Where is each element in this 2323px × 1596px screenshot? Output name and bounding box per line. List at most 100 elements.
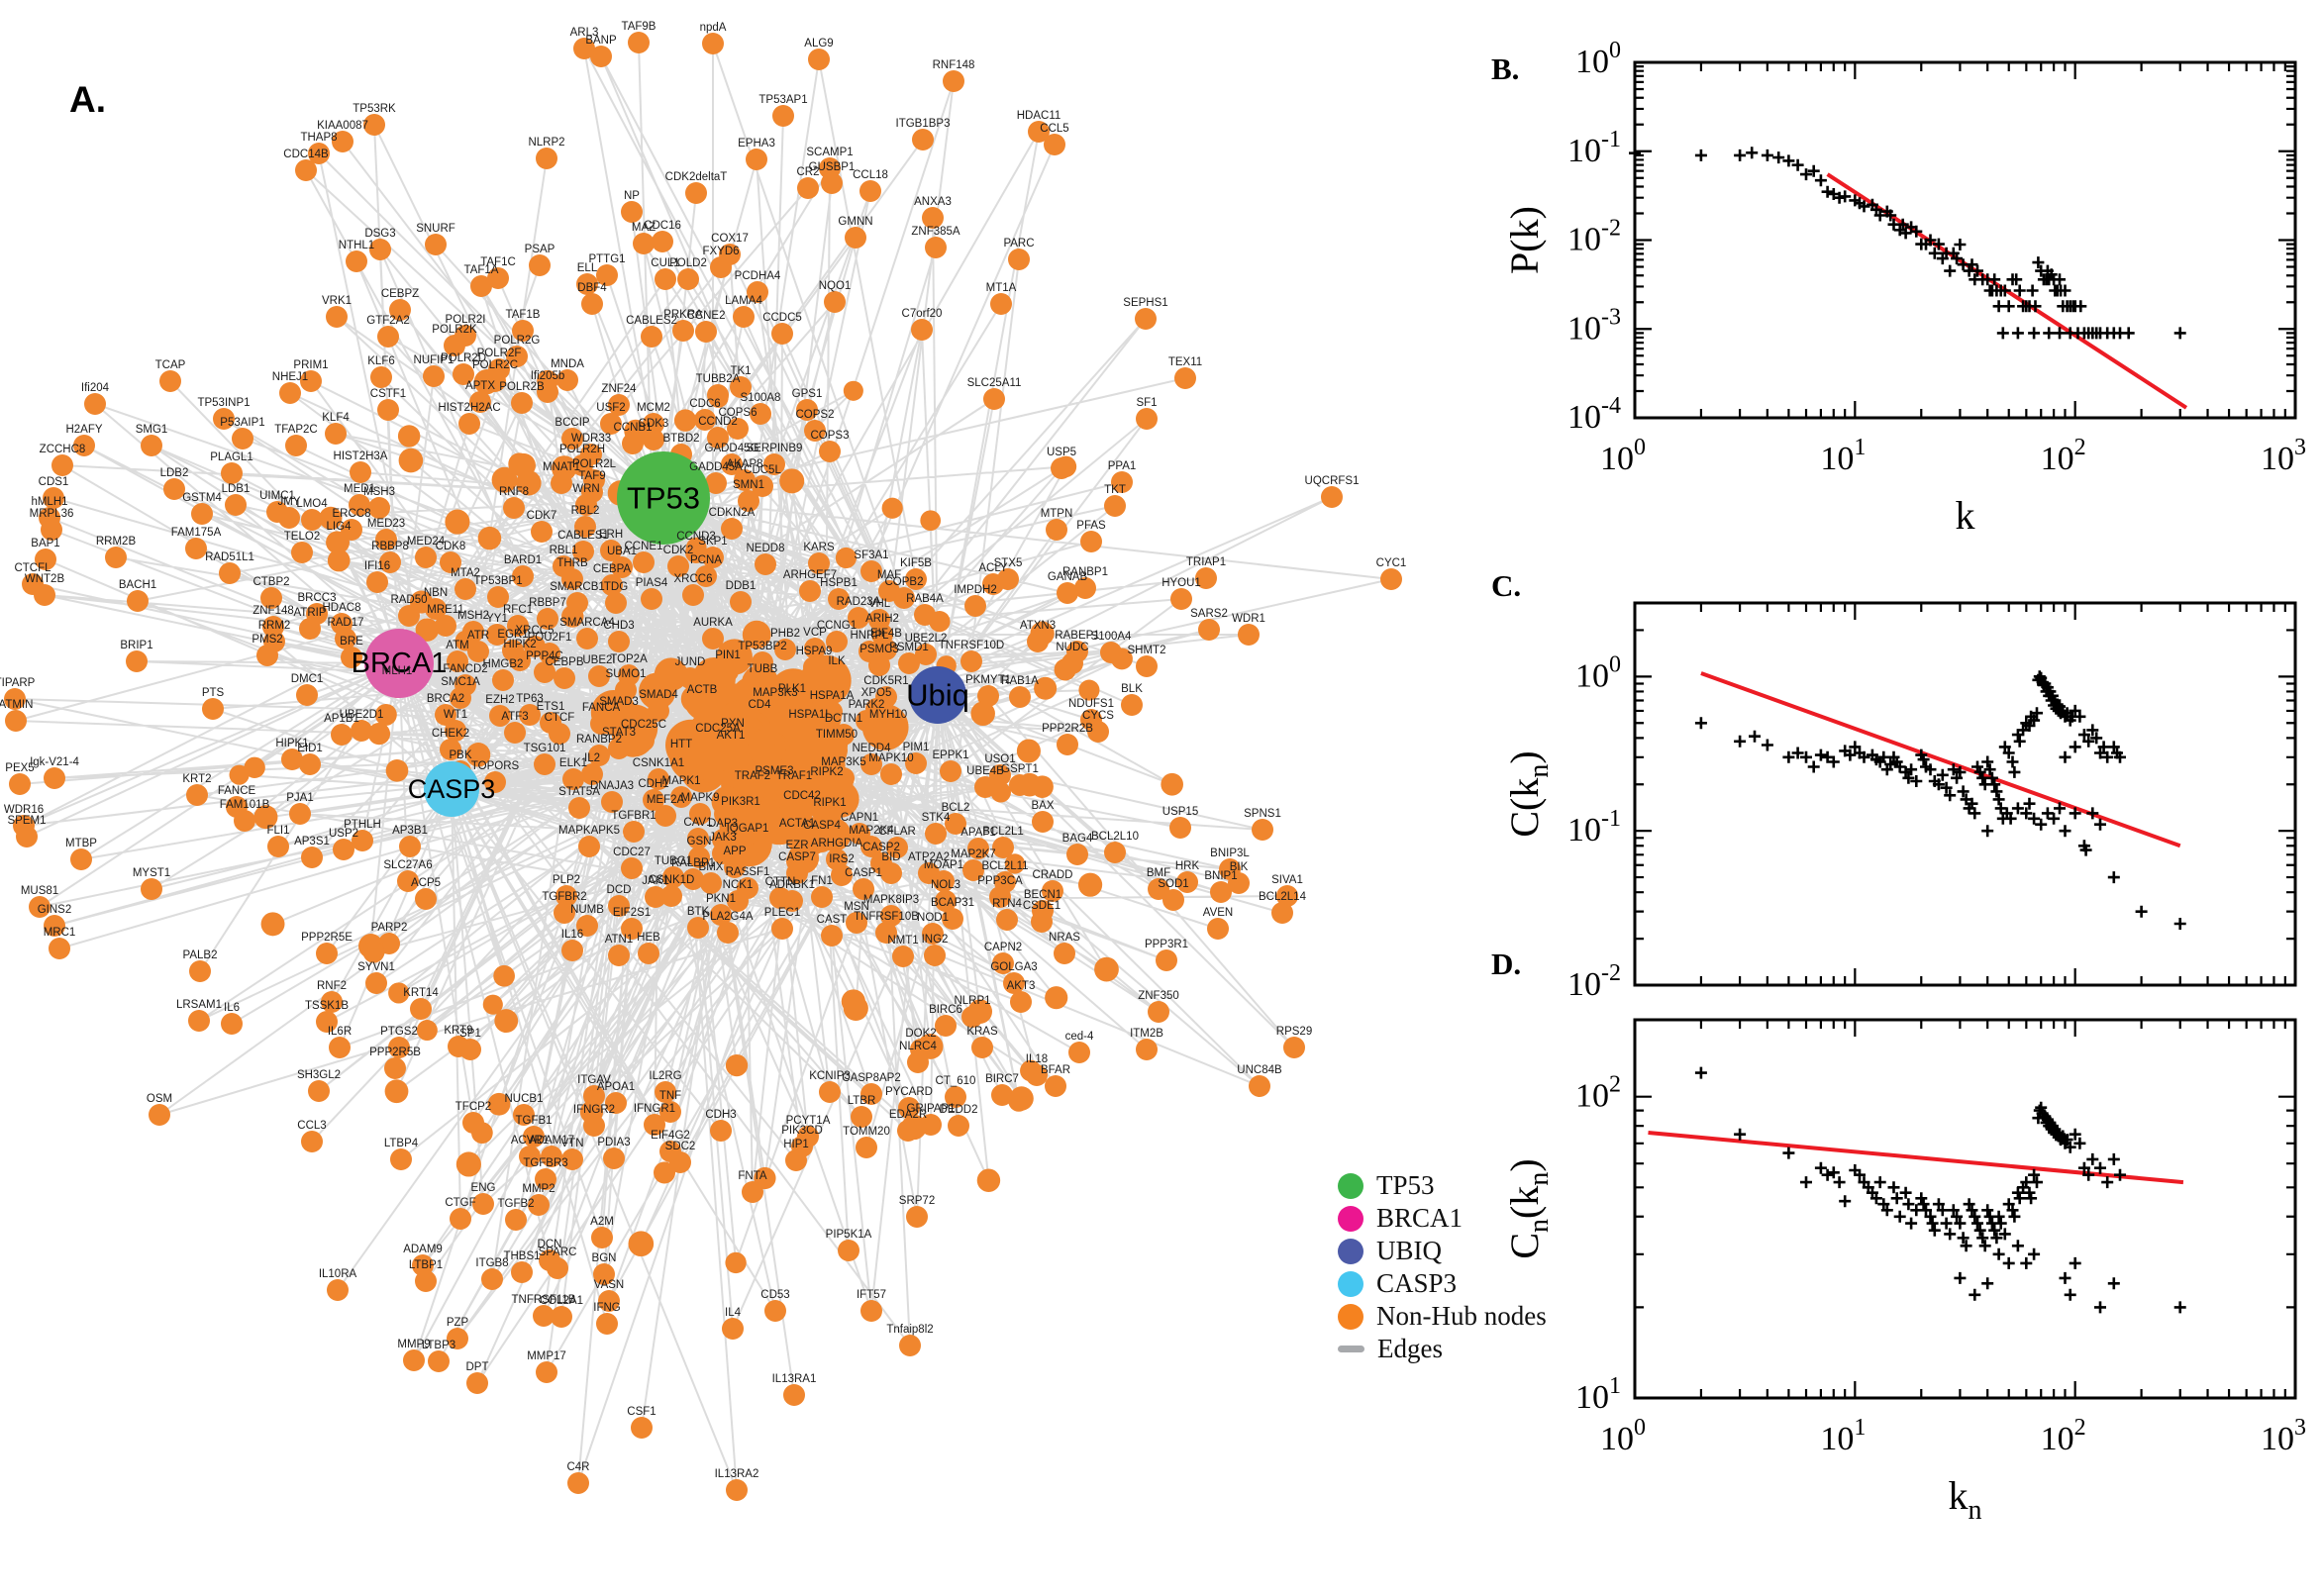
svg-text:hMLH1: hMLH1 xyxy=(31,496,67,508)
svg-text:NP: NP xyxy=(624,190,640,202)
svg-text:SMC1A: SMC1A xyxy=(441,676,480,688)
svg-text:TAF1A: TAF1A xyxy=(464,264,499,276)
svg-text:102: 102 xyxy=(2041,1415,2086,1457)
svg-text:FN1: FN1 xyxy=(811,875,833,887)
svg-text:DBF4: DBF4 xyxy=(577,282,607,294)
svg-text:BCL2L10: BCL2L10 xyxy=(1091,831,1139,843)
svg-text:SCAMP1: SCAMP1 xyxy=(806,147,853,158)
svg-text:CASP8AP2: CASP8AP2 xyxy=(842,1072,900,1084)
svg-text:BAX: BAX xyxy=(1031,800,1054,812)
svg-text:APAF1: APAF1 xyxy=(960,827,996,839)
svg-text:MRC1: MRC1 xyxy=(44,927,76,939)
svg-text:TOMM20: TOMM20 xyxy=(843,1126,890,1138)
svg-text:TAF9: TAF9 xyxy=(578,470,605,482)
svg-text:TP53: TP53 xyxy=(627,481,700,516)
svg-text:PTGS2: PTGS2 xyxy=(380,1026,418,1038)
svg-text:WT1: WT1 xyxy=(444,709,467,721)
svg-text:ATRIP: ATRIP xyxy=(293,607,326,619)
svg-text:PTS: PTS xyxy=(202,687,225,699)
svg-text:10-1: 10-1 xyxy=(1567,806,1621,848)
svg-text:PBK: PBK xyxy=(449,749,471,761)
svg-text:NHEJ1: NHEJ1 xyxy=(272,371,308,383)
svg-text:XPO5: XPO5 xyxy=(861,687,892,699)
panel-c-plot: 100 10-1 10-2 C(kn) xyxy=(1502,601,2297,1003)
svg-text:ARL3: ARL3 xyxy=(570,27,599,39)
svg-text:TFCP2: TFCP2 xyxy=(455,1101,491,1113)
svg-text:ZCCHC8: ZCCHC8 xyxy=(40,444,86,455)
svg-text:TDG: TDG xyxy=(604,581,628,593)
svg-text:PXN: PXN xyxy=(721,718,745,730)
svg-text:PIN1: PIN1 xyxy=(715,649,741,661)
svg-text:RBBP7: RBBP7 xyxy=(529,597,566,609)
svg-text:CHEK2: CHEK2 xyxy=(432,728,469,740)
svg-text:UQCRFS1: UQCRFS1 xyxy=(1305,475,1360,487)
svg-text:GADD45A: GADD45A xyxy=(689,461,743,473)
svg-text:COPS6: COPS6 xyxy=(719,407,758,419)
svg-text:POU2F1: POU2F1 xyxy=(528,632,572,644)
hub-node-ubiq: Ubiq xyxy=(906,666,969,724)
svg-text:ARHGDIA: ARHGDIA xyxy=(811,838,863,849)
svg-text:IMPDH2: IMPDH2 xyxy=(954,584,996,596)
svg-text:SPNS1: SPNS1 xyxy=(1244,808,1281,820)
svg-text:TKT: TKT xyxy=(1104,484,1126,496)
svg-text:VTN: VTN xyxy=(561,1138,584,1149)
svg-text:SMN1: SMN1 xyxy=(733,479,764,491)
svg-text:TUBG1: TUBG1 xyxy=(655,855,692,867)
svg-text:LTBP1: LTBP1 xyxy=(409,1259,443,1271)
svg-text:PIK3R1: PIK3R1 xyxy=(721,796,760,808)
svg-text:WRN: WRN xyxy=(572,483,599,495)
svg-text:IL2: IL2 xyxy=(584,752,600,764)
svg-text:MNAT1: MNAT1 xyxy=(543,461,580,473)
svg-text:MED24: MED24 xyxy=(407,536,446,548)
svg-text:BCL2: BCL2 xyxy=(942,802,970,814)
svg-text:YY1: YY1 xyxy=(486,613,508,625)
svg-text:TNFRSF10D: TNFRSF10D xyxy=(939,640,1004,651)
svg-text:RANBP1: RANBP1 xyxy=(1062,566,1108,578)
svg-text:JAK1: JAK1 xyxy=(642,875,669,887)
non-hub-nodes xyxy=(4,32,1402,1501)
svg-text:LDB1: LDB1 xyxy=(222,483,251,495)
svg-text:HDAC11: HDAC11 xyxy=(1017,110,1061,122)
svg-text:101: 101 xyxy=(1820,435,1866,477)
scatter-points xyxy=(1694,670,2186,930)
svg-text:CDK2deltaT: CDK2deltaT xyxy=(665,171,728,183)
svg-text:RRM2: RRM2 xyxy=(258,620,291,632)
legend: TP53 BRCA1 UBIQ CASP3 Non-Hub nodes Edges xyxy=(1338,1169,1547,1365)
svg-text:HSPA1A: HSPA1A xyxy=(810,690,855,702)
svg-text:RANBP2: RANBP2 xyxy=(576,734,622,746)
svg-text:BARD1: BARD1 xyxy=(504,554,542,566)
svg-text:PCDHA4: PCDHA4 xyxy=(735,270,781,282)
svg-text:EPPK1: EPPK1 xyxy=(932,749,968,761)
svg-text:CCL3: CCL3 xyxy=(297,1120,326,1132)
svg-text:BLK: BLK xyxy=(1121,683,1143,695)
svg-text:TGFB1: TGFB1 xyxy=(515,1115,552,1127)
svg-text:HDAC8: HDAC8 xyxy=(323,602,361,614)
svg-text:TIMM50: TIMM50 xyxy=(816,729,858,741)
svg-text:UIMC1: UIMC1 xyxy=(259,490,295,502)
svg-text:APP: APP xyxy=(723,846,746,857)
svg-text:CDC14B: CDC14B xyxy=(283,149,329,160)
svg-text:TAF9B: TAF9B xyxy=(622,21,656,33)
svg-text:STAT5A: STAT5A xyxy=(558,786,600,798)
svg-text:MYH10: MYH10 xyxy=(869,709,907,721)
svg-text:COPB2: COPB2 xyxy=(885,576,924,588)
svg-text:RIPK2: RIPK2 xyxy=(810,766,843,778)
svg-text:TGFBR1: TGFBR1 xyxy=(611,810,656,822)
svg-text:VHL: VHL xyxy=(868,598,891,610)
svg-text:CYCS: CYCS xyxy=(1082,710,1114,722)
svg-text:SIVA1: SIVA1 xyxy=(1271,874,1303,886)
svg-text:SARS2: SARS2 xyxy=(1190,608,1228,620)
svg-text:ITGAV: ITGAV xyxy=(577,1074,611,1086)
svg-text:DCN: DCN xyxy=(538,1239,562,1250)
svg-text:PIAS4: PIAS4 xyxy=(636,577,668,589)
svg-text:NDUFS1: NDUFS1 xyxy=(1068,698,1114,710)
svg-text:NCK1: NCK1 xyxy=(723,879,754,891)
svg-text:FLI1: FLI1 xyxy=(266,825,289,837)
svg-text:IL6R: IL6R xyxy=(328,1026,352,1038)
svg-text:SMARCB1: SMARCB1 xyxy=(550,581,605,593)
svg-text:LIG4: LIG4 xyxy=(327,521,353,533)
svg-text:SKP1: SKP1 xyxy=(698,536,727,548)
svg-text:MAP2K7: MAP2K7 xyxy=(951,848,995,860)
legend-color-dot xyxy=(1338,1270,1364,1297)
